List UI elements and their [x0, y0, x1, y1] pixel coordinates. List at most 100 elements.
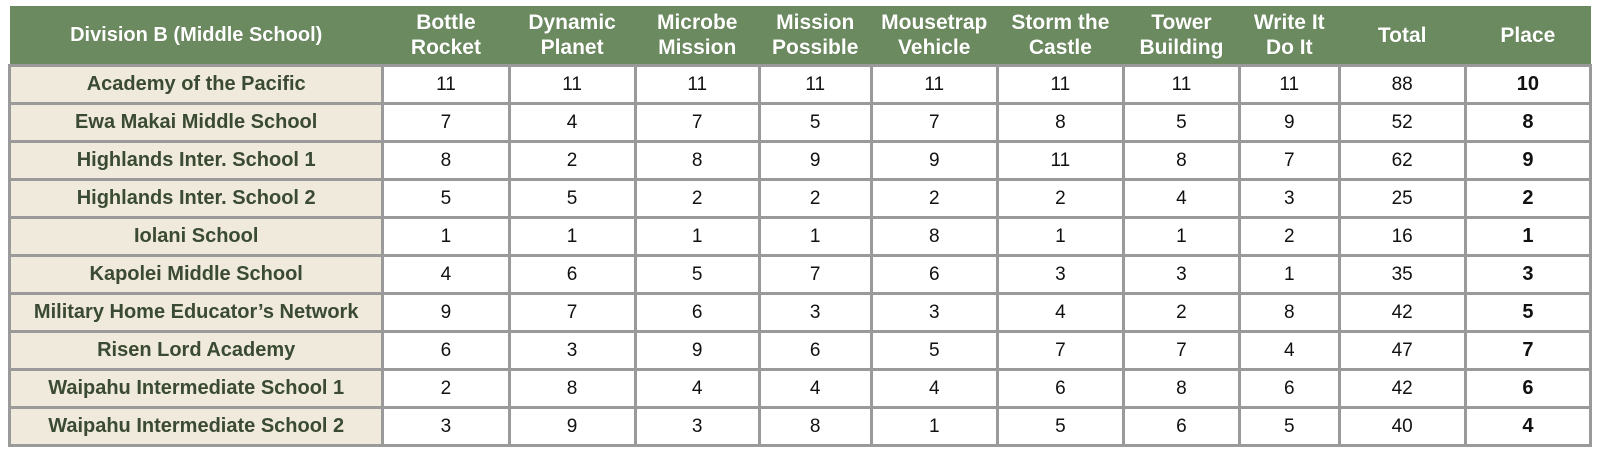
event-score-cell: 8	[869, 216, 999, 257]
event-score-cell: 4	[1237, 330, 1341, 371]
table-row: Ewa Makai Middle School 7 4 7 5 7 8 5 9 52 8	[7, 102, 1593, 143]
event-score-cell: 2	[995, 178, 1125, 219]
header-write-it-do-it: Write It Do It	[1239, 6, 1340, 66]
event-score-cell: 1	[995, 216, 1125, 257]
event-score-cell: 3	[757, 292, 873, 333]
event-score-cell: 9	[507, 406, 637, 447]
event-score-cell: 8	[995, 102, 1125, 143]
event-score-cell: 3	[507, 330, 637, 371]
header-bottle-rocket: Bottle Rocket	[382, 6, 510, 66]
event-score-cell: 4	[869, 368, 999, 409]
event-score-cell: 7	[869, 102, 999, 143]
event-score-cell: 4	[1121, 178, 1241, 219]
school-name-cell: Iolani School	[7, 216, 385, 257]
event-score-cell: 5	[1237, 406, 1341, 447]
header-dynamic-planet: Dynamic Planet	[509, 6, 636, 66]
event-score-cell: 9	[381, 292, 511, 333]
total-cell: 42	[1337, 368, 1467, 409]
event-score-cell: 9	[633, 330, 761, 371]
table-row: Waipahu Intermediate School 2 3 9 3 8 1 5 6 5 40 4	[7, 406, 1593, 447]
event-score-cell: 3	[1237, 178, 1341, 219]
total-cell: 35	[1337, 254, 1467, 295]
total-cell: 25	[1337, 178, 1467, 219]
event-score-cell: 5	[381, 178, 511, 219]
event-score-cell: 11	[1237, 64, 1341, 105]
event-score-cell: 2	[757, 178, 873, 219]
place-cell: 2	[1463, 178, 1593, 219]
event-score-cell: 8	[1237, 292, 1341, 333]
event-score-cell: 11	[507, 64, 637, 105]
event-score-cell: 5	[1121, 102, 1241, 143]
total-cell: 88	[1337, 64, 1467, 105]
results-table-container: Division B (Middle School) Bottle Rocket…	[7, 6, 1593, 447]
school-name-cell: Kapolei Middle School	[7, 254, 385, 295]
event-score-cell: 3	[869, 292, 999, 333]
total-cell: 40	[1337, 406, 1467, 447]
event-score-cell: 11	[1121, 64, 1241, 105]
header-mousetrap-vehicle: Mousetrap Vehicle	[871, 6, 998, 66]
event-score-cell: 7	[507, 292, 637, 333]
event-score-cell: 4	[633, 368, 761, 409]
event-score-cell: 2	[1121, 292, 1241, 333]
table-row: Waipahu Intermediate School 1 2 8 4 4 4 6 8 6 42 6	[7, 368, 1593, 409]
place-cell: 10	[1463, 64, 1593, 105]
event-score-cell: 2	[1237, 216, 1341, 257]
table-row: Risen Lord Academy 6 3 9 6 5 7 7 4 47 7	[7, 330, 1593, 371]
event-score-cell: 4	[507, 102, 637, 143]
total-cell: 52	[1337, 102, 1467, 143]
school-name-cell: Highlands Inter. School 1	[7, 140, 385, 181]
event-score-cell: 6	[1121, 406, 1241, 447]
event-score-cell: 4	[757, 368, 873, 409]
event-score-cell: 9	[757, 140, 873, 181]
event-score-cell: 9	[1237, 102, 1341, 143]
event-score-cell: 2	[869, 178, 999, 219]
table-body: Academy of the Pacific 11 11 11 11 11 11 11 11 88…	[7, 64, 1593, 447]
school-name-cell: Waipahu Intermediate School 1	[7, 368, 385, 409]
table-row: Military Home Educator’s Network 9 7 6 3 3 4 2 8…	[7, 292, 1593, 333]
event-score-cell: 6	[757, 330, 873, 371]
header-division: Division B (Middle School)	[9, 6, 383, 66]
event-score-cell: 4	[995, 292, 1125, 333]
header-mission-possible: Mission Possible	[759, 6, 872, 66]
division-b-results-table: Division B (Middle School) Bottle Rocket…	[7, 6, 1593, 447]
total-cell: 47	[1337, 330, 1467, 371]
place-cell: 7	[1463, 330, 1593, 371]
school-name-cell: Highlands Inter. School 2	[7, 178, 385, 219]
school-name-cell: Waipahu Intermediate School 2	[7, 406, 385, 447]
event-score-cell: 6	[869, 254, 999, 295]
event-score-cell: 6	[633, 292, 761, 333]
school-name-cell: Academy of the Pacific	[7, 64, 385, 105]
event-score-cell: 1	[1237, 254, 1341, 295]
event-score-cell: 3	[633, 406, 761, 447]
event-score-cell: 1	[633, 216, 761, 257]
event-score-cell: 8	[1121, 368, 1241, 409]
event-score-cell: 5	[757, 102, 873, 143]
header-total: Total	[1339, 6, 1466, 66]
event-score-cell: 2	[633, 178, 761, 219]
event-score-cell: 7	[757, 254, 873, 295]
header-microbe-mission: Microbe Mission	[635, 6, 760, 66]
event-score-cell: 6	[995, 368, 1125, 409]
event-score-cell: 7	[995, 330, 1125, 371]
school-name-cell: Military Home Educator’s Network	[7, 292, 385, 333]
event-score-cell: 1	[507, 216, 637, 257]
event-score-cell: 8	[1121, 140, 1241, 181]
event-score-cell: 8	[633, 140, 761, 181]
event-score-cell: 1	[381, 216, 511, 257]
event-score-cell: 9	[869, 140, 999, 181]
school-name-cell: Risen Lord Academy	[7, 330, 385, 371]
place-cell: 6	[1463, 368, 1593, 409]
table-row: Highlands Inter. School 1 8 2 8 9 9 11 8 7 62 9	[7, 140, 1593, 181]
event-score-cell: 5	[507, 178, 637, 219]
event-score-cell: 11	[995, 140, 1125, 181]
event-score-cell: 3	[1121, 254, 1241, 295]
event-score-cell: 2	[507, 140, 637, 181]
event-score-cell: 7	[1121, 330, 1241, 371]
header-row: Division B (Middle School) Bottle Rocket…	[9, 6, 1591, 66]
event-score-cell: 5	[869, 330, 999, 371]
event-score-cell: 3	[381, 406, 511, 447]
event-score-cell: 11	[757, 64, 873, 105]
event-score-cell: 7	[633, 102, 761, 143]
event-score-cell: 11	[869, 64, 999, 105]
place-cell: 1	[1463, 216, 1593, 257]
